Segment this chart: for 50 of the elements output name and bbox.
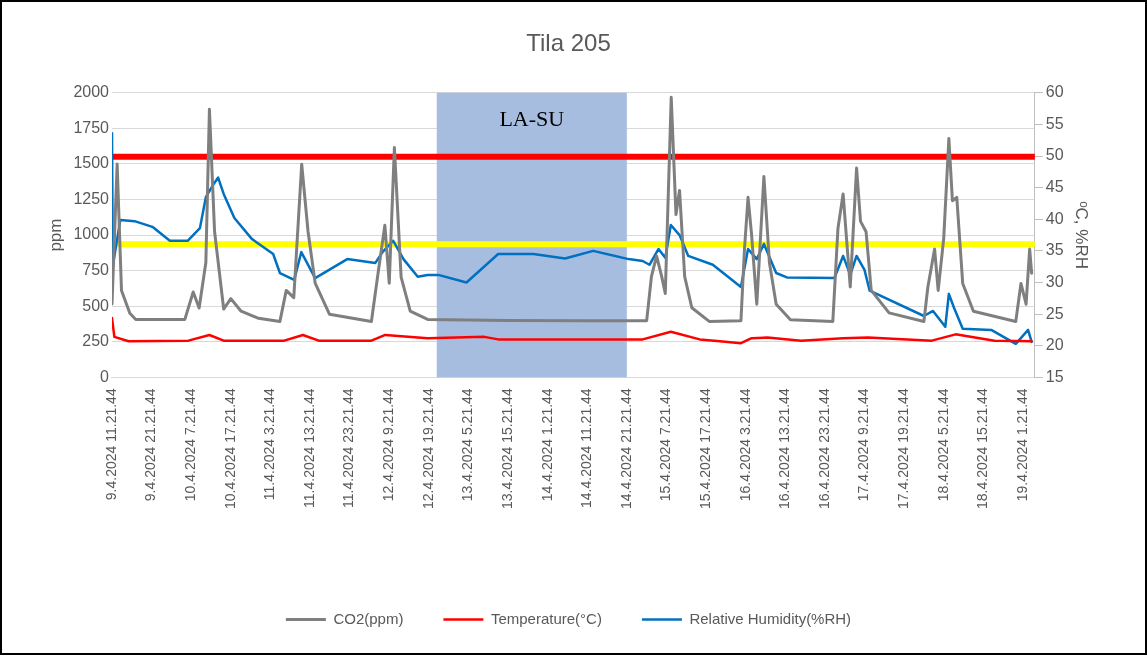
y-tick-label: 250 [82, 332, 110, 350]
y2-tick-label: 25 [1045, 304, 1064, 322]
y-tick-label: 1250 [73, 189, 110, 207]
x-tick-label: 10.4.2024 17.21.44 [221, 388, 238, 509]
x-tick-label: 12.4.2024 19.21.44 [419, 388, 436, 509]
y-tick-label: 2000 [73, 83, 110, 101]
legend-label: CO2(ppm) [333, 609, 404, 627]
y-axis-title: ppm [45, 218, 65, 252]
y2-tick-label: 35 [1045, 241, 1064, 259]
y-tick-label: 750 [82, 261, 110, 279]
y2-tick-label: 60 [1045, 83, 1064, 101]
y-tick-label: 0 [100, 367, 110, 385]
x-tick-label: 12.4.2024 9.21.44 [380, 388, 397, 502]
band-label: LA-SU [499, 105, 565, 131]
y2-tick-label: 55 [1045, 114, 1064, 132]
y2-tick-label: 20 [1045, 336, 1064, 354]
y2-tick-label: 40 [1045, 209, 1064, 227]
x-tick-label: 9.4.2024 21.21.44 [142, 388, 159, 502]
x-tick-label: 16.4.2024 23.21.44 [815, 388, 832, 509]
x-tick-label: 9.4.2024 11.21.44 [102, 388, 119, 501]
legend-label: Relative Humidity(%RH) [689, 609, 852, 627]
x-tick-label: 17.4.2024 19.21.44 [894, 388, 911, 509]
x-tick-label: 19.4.2024 1.21.44 [1013, 388, 1030, 502]
chart-title: Tila 205 [526, 29, 611, 57]
y2-tick-label: 45 [1045, 178, 1064, 196]
y-tick-label: 500 [82, 296, 110, 314]
y-tick-label: 1750 [73, 118, 110, 136]
x-tick-label: 18.4.2024 15.21.44 [974, 388, 991, 509]
x-tick-label: 14.4.2024 21.21.44 [617, 388, 634, 509]
y-tick-label: 1000 [73, 225, 110, 243]
x-tick-label: 16.4.2024 3.21.44 [736, 388, 753, 502]
legend-label: Temperature(°C) [490, 609, 602, 627]
y2-axis-title: ᵒC, %RH [1072, 201, 1092, 269]
y2-tick-label: 15 [1045, 367, 1064, 385]
y2-tick-label: 30 [1045, 272, 1064, 290]
x-tick-label: 13.4.2024 5.21.44 [459, 388, 476, 502]
x-tick-label: 16.4.2024 13.21.44 [776, 388, 793, 509]
x-tick-label: 11.4.2024 13.21.44 [300, 388, 317, 508]
x-tick-label: 13.4.2024 15.21.44 [498, 388, 515, 509]
y2-tick-label: 50 [1045, 146, 1064, 164]
x-tick-label: 15.4.2024 17.21.44 [696, 388, 713, 509]
y-tick-label: 1500 [73, 154, 110, 172]
x-tick-label: 11.4.2024 3.21.44 [261, 388, 278, 501]
x-tick-label: 17.4.2024 9.21.44 [855, 388, 872, 502]
x-tick-label: 10.4.2024 7.21.44 [182, 388, 199, 502]
x-tick-label: 11.4.2024 23.21.44 [340, 388, 357, 508]
x-tick-label: 15.4.2024 7.21.44 [657, 388, 674, 502]
x-tick-label: 14.4.2024 11.21.44 [578, 388, 595, 508]
x-tick-label: 18.4.2024 5.21.44 [934, 388, 951, 502]
x-tick-label: 14.4.2024 1.21.44 [538, 388, 555, 502]
